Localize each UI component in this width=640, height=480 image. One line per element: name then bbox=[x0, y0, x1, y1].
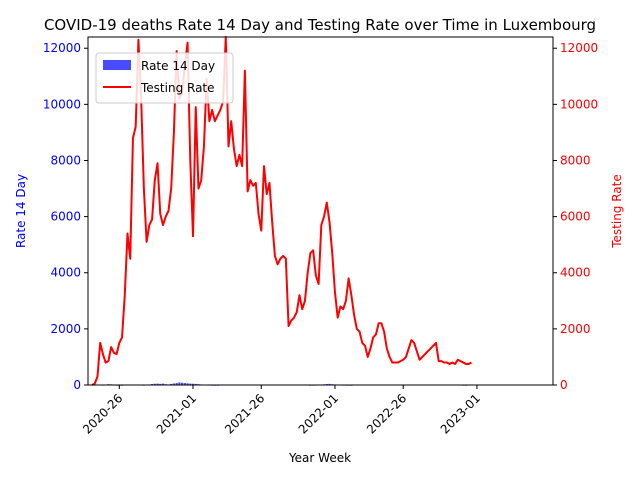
y-right-tick-label: 4000 bbox=[560, 266, 591, 280]
legend-bar-swatch bbox=[103, 60, 131, 70]
y-right-tick-label: 2000 bbox=[560, 322, 591, 336]
y-right-tick-label: 0 bbox=[560, 378, 568, 392]
y-axis-right: 0 2000 4000 6000 8000 10000 12000 bbox=[553, 41, 598, 392]
x-axis-label: Year Week bbox=[288, 451, 351, 465]
y-axis-right-label: Testing Rate bbox=[610, 174, 624, 249]
y-right-tick-label: 6000 bbox=[560, 210, 591, 224]
y-left-tick-label: 8000 bbox=[50, 153, 81, 167]
bar bbox=[181, 382, 184, 385]
bar bbox=[159, 383, 162, 385]
bar bbox=[170, 383, 173, 385]
y-right-tick-label: 10000 bbox=[560, 97, 598, 111]
bar bbox=[172, 383, 175, 385]
testing-rate-line bbox=[91, 36, 472, 386]
bar bbox=[194, 383, 197, 385]
bar bbox=[183, 383, 186, 385]
y-left-tick-label: 6000 bbox=[50, 210, 81, 224]
bar bbox=[186, 383, 189, 385]
y-axis-left-label: Rate 14 Day bbox=[14, 174, 28, 248]
y-right-tick-label: 12000 bbox=[560, 41, 598, 55]
y-left-tick-label: 12000 bbox=[43, 41, 81, 55]
bar bbox=[175, 383, 178, 385]
y-left-tick-label: 2000 bbox=[50, 322, 81, 336]
plot-frame bbox=[87, 36, 554, 386]
bar bbox=[161, 383, 165, 385]
bar bbox=[328, 383, 331, 385]
line-series bbox=[91, 36, 472, 386]
legend-line-label: Testing Rate bbox=[140, 81, 215, 95]
y-left-tick-label: 10000 bbox=[43, 97, 81, 111]
y-axis-left: 0 2000 4000 6000 8000 10000 12000 bbox=[43, 41, 88, 392]
bar bbox=[178, 382, 181, 385]
y-left-tick-label: 4000 bbox=[50, 266, 81, 280]
bar bbox=[189, 383, 192, 385]
legend: Rate 14 Day Testing Rate bbox=[95, 52, 234, 104]
bar bbox=[156, 383, 159, 385]
y-right-tick-label: 8000 bbox=[560, 153, 591, 167]
y-left-tick-label: 0 bbox=[73, 378, 81, 392]
chart-title: COVID-19 deaths Rate 14 Day and Testing … bbox=[44, 16, 596, 34]
bar bbox=[153, 383, 156, 385]
bar bbox=[191, 383, 195, 385]
legend-bar-label: Rate 14 Day bbox=[141, 59, 215, 73]
